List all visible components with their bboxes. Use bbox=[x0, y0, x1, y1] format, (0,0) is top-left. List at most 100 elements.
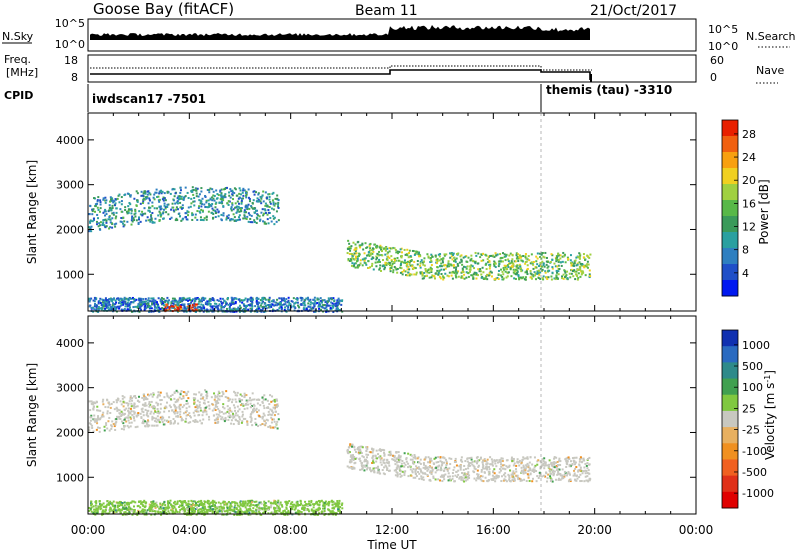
scatter-cell bbox=[168, 396, 171, 399]
scatter-cell bbox=[351, 262, 354, 265]
scatter-cell bbox=[129, 194, 132, 197]
scatter-cell bbox=[310, 501, 313, 504]
scatter-cell bbox=[227, 214, 230, 217]
scatter-cell bbox=[579, 268, 582, 271]
scatter-cell bbox=[467, 472, 470, 475]
scatter-cell bbox=[88, 226, 91, 229]
scatter-cell bbox=[371, 448, 374, 451]
scatter-cell bbox=[158, 198, 161, 201]
scatter-cell bbox=[203, 406, 206, 409]
scatter-cell bbox=[274, 202, 277, 205]
scatter-cell bbox=[240, 202, 243, 205]
scatter-cell bbox=[209, 198, 212, 201]
colorbar-frame bbox=[721, 119, 739, 297]
scatter-cell bbox=[317, 499, 320, 502]
scatter-cell bbox=[544, 462, 547, 465]
scatter-cell bbox=[516, 474, 519, 477]
scatter-cell bbox=[238, 192, 241, 195]
scatter-cell bbox=[376, 252, 379, 255]
scatter-cell bbox=[92, 430, 95, 433]
scatter-cell bbox=[467, 256, 470, 259]
scatter-cell bbox=[120, 403, 123, 406]
scatter-cell bbox=[171, 393, 174, 396]
scatter-cell bbox=[394, 463, 397, 466]
scatter-cell bbox=[307, 305, 310, 308]
scatter-cell bbox=[359, 246, 362, 249]
scatter-cell bbox=[587, 479, 590, 482]
scatter-cell bbox=[95, 220, 98, 223]
scatter-cell bbox=[269, 408, 272, 411]
scatter-cell bbox=[274, 410, 277, 413]
scatter-cell bbox=[403, 248, 406, 251]
scatter-cell bbox=[511, 254, 514, 257]
scatter-cell bbox=[208, 188, 211, 191]
scatter-cell bbox=[572, 474, 575, 477]
scatter-cell bbox=[97, 225, 100, 228]
scatter-cell bbox=[249, 221, 252, 224]
scatter-cell bbox=[428, 457, 431, 460]
scatter-cell bbox=[169, 398, 172, 401]
scatter-cell bbox=[524, 253, 527, 256]
scatter-cell bbox=[479, 268, 482, 271]
scatter-cell bbox=[575, 479, 578, 482]
scatter-cell bbox=[186, 307, 189, 310]
scatter-cell bbox=[487, 255, 490, 258]
scatter-cell bbox=[154, 420, 157, 423]
scatter-cell bbox=[319, 305, 322, 308]
scatter-cell bbox=[223, 500, 226, 503]
scatter-cell bbox=[350, 264, 353, 267]
scatter-cell bbox=[589, 253, 592, 256]
scatter-cell bbox=[396, 267, 399, 270]
scatter-cell bbox=[238, 400, 241, 403]
scatter-cell bbox=[220, 194, 223, 197]
scatter-cell bbox=[149, 305, 152, 308]
scatter-cell bbox=[105, 221, 108, 224]
scatter-cell bbox=[449, 463, 452, 466]
scatter-cell bbox=[114, 303, 117, 306]
scatter-cell bbox=[283, 308, 286, 311]
colorbar-segment-9 bbox=[722, 248, 738, 265]
scatter-cell bbox=[198, 210, 201, 213]
scatter-cell bbox=[97, 415, 100, 418]
scatter-cell bbox=[268, 300, 271, 303]
scatter-cell bbox=[99, 417, 102, 420]
scatter-cell bbox=[141, 303, 144, 306]
scatter-cell bbox=[204, 409, 207, 412]
scatter-cell bbox=[179, 305, 182, 308]
scatter-cell bbox=[133, 411, 136, 414]
scatter-cell bbox=[286, 301, 289, 304]
scatter-cell bbox=[533, 470, 536, 473]
scatter-cell bbox=[549, 261, 552, 264]
scatter-cell bbox=[243, 209, 246, 212]
scatter-cell bbox=[139, 202, 142, 205]
scatter-cell bbox=[109, 307, 112, 310]
scatter-cell bbox=[153, 198, 156, 201]
scatter-cell bbox=[425, 274, 428, 277]
scatter-cell bbox=[211, 199, 214, 202]
scatter-cell bbox=[182, 391, 185, 394]
scatter-cell bbox=[173, 391, 176, 394]
scatter-cell bbox=[114, 202, 117, 205]
scatter-cell bbox=[445, 464, 448, 467]
scatter-cell bbox=[360, 445, 363, 448]
scatter-cell bbox=[96, 422, 99, 425]
scatter-cell bbox=[104, 297, 107, 300]
scatter-cell bbox=[485, 254, 488, 257]
scatter-cell bbox=[149, 412, 152, 415]
scatter-cell bbox=[186, 299, 189, 302]
scatter-cell bbox=[261, 422, 264, 425]
scatter-cell bbox=[198, 405, 201, 408]
scatter-cell bbox=[194, 418, 197, 421]
scatter-cell bbox=[138, 310, 141, 313]
scatter-cell bbox=[386, 459, 389, 462]
scatter-cell bbox=[240, 299, 243, 302]
scatter-cell bbox=[103, 210, 106, 213]
scatter-cell bbox=[204, 194, 207, 197]
scatter-cell bbox=[104, 199, 107, 202]
scatter-cell bbox=[440, 262, 443, 265]
scatter-cell bbox=[550, 275, 553, 278]
scatter-cell bbox=[175, 389, 178, 392]
scatter-cell bbox=[449, 252, 452, 255]
scatter-cell bbox=[197, 500, 200, 503]
scatter-cell bbox=[256, 310, 259, 313]
